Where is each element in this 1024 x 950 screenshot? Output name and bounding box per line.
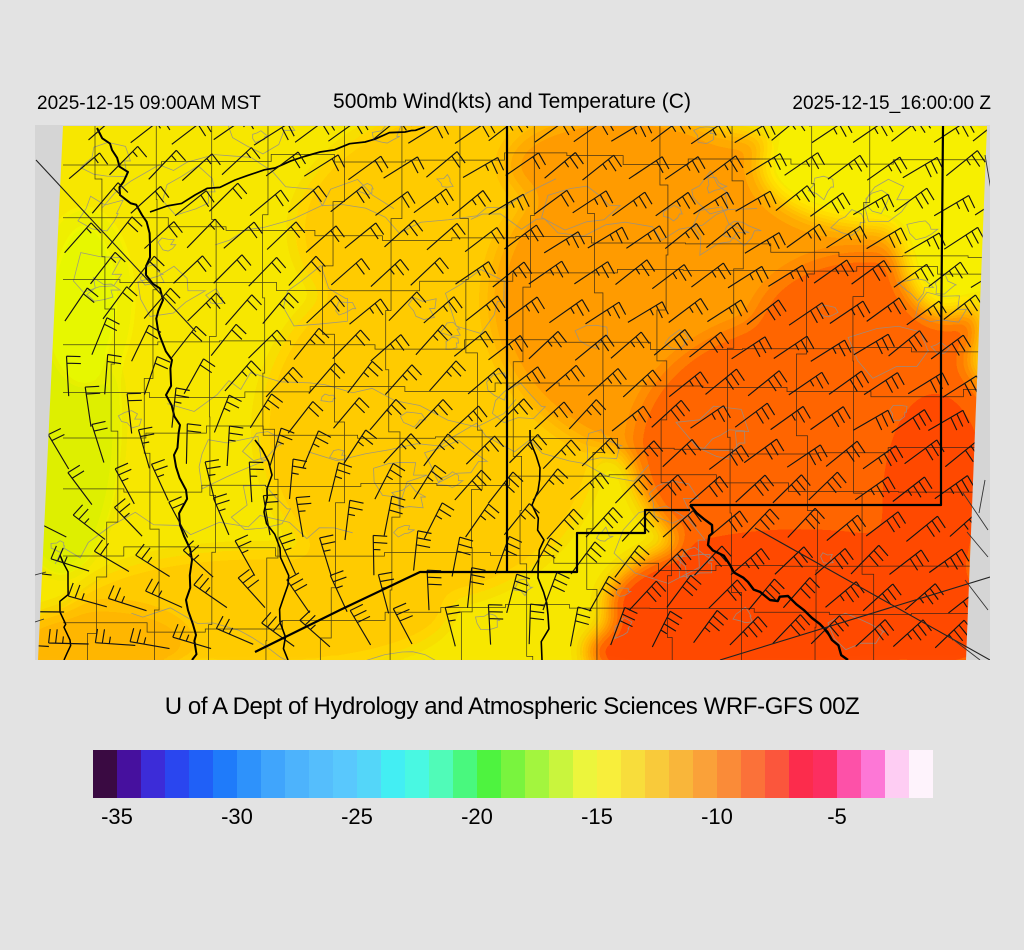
colorbar-segment xyxy=(669,750,693,798)
margin-boundary-line xyxy=(35,618,45,623)
colorbar-tick-label: -10 xyxy=(701,804,733,829)
colorbar-segment xyxy=(909,750,933,798)
margin-boundary-line xyxy=(984,154,990,187)
colorbar-segment xyxy=(477,750,501,798)
mexico-border xyxy=(254,508,690,653)
colorbar-segment xyxy=(717,750,741,798)
colorbar-segment xyxy=(741,750,765,798)
colorbar-segment xyxy=(93,750,117,798)
colorbar-tick-label: -5 xyxy=(827,804,847,829)
colorbar-segment xyxy=(357,750,381,798)
colorbar-segment xyxy=(141,750,165,798)
colorbar-segment xyxy=(789,750,813,798)
colorbar-segment xyxy=(573,750,597,798)
colorbar-segment xyxy=(165,750,189,798)
colorbar-segment xyxy=(453,750,477,798)
colorbar-segment xyxy=(621,750,645,798)
colorbar-segment xyxy=(525,750,549,798)
graticule-line xyxy=(719,576,990,660)
colorbar-segment xyxy=(285,750,309,798)
margin-boundary-line xyxy=(966,531,989,558)
colorbar-segment xyxy=(501,750,525,798)
margin-boundary-line xyxy=(949,636,981,660)
colorbar-segment xyxy=(597,750,621,798)
credit-line: U of A Dept of Hydrology and Atmospheric… xyxy=(164,693,860,720)
colorbar-segment xyxy=(765,750,789,798)
colorbar-segment xyxy=(885,750,909,798)
colorbar-segment xyxy=(405,750,429,798)
colorbar-segment xyxy=(237,750,261,798)
colorbar-segment xyxy=(549,750,573,798)
little-colorado-river xyxy=(149,126,426,213)
colorbar-tick-label: -20 xyxy=(461,804,493,829)
colorbar-tick-label: -35 xyxy=(101,804,133,829)
colorbar-segment xyxy=(117,750,141,798)
colorbar-segment xyxy=(213,750,237,798)
colorbar-tick-label: -30 xyxy=(221,804,253,829)
margin-boundary-line xyxy=(35,571,47,576)
colorbar-segment xyxy=(429,750,453,798)
colorbar-segment xyxy=(813,750,837,798)
weather-map xyxy=(35,125,990,660)
colorbar-segment xyxy=(861,750,885,798)
page-title: 500mb Wind(kts) and Temperature (C) xyxy=(333,90,691,113)
colorbar-segment xyxy=(645,750,669,798)
gila-river xyxy=(254,439,290,660)
colorbar-segment xyxy=(693,750,717,798)
wind-barbs xyxy=(38,126,987,650)
colorbar-tick-label: -15 xyxy=(581,804,613,829)
nm-tx-border xyxy=(690,126,945,507)
colorbar-segment xyxy=(261,750,285,798)
graticule-line xyxy=(35,159,197,333)
valid-time-local: 2025-12-15 09:00AM MST xyxy=(37,93,261,114)
margin-boundary-line xyxy=(964,579,989,611)
colorbar-segment xyxy=(189,750,213,798)
colorbar-tick-label: -25 xyxy=(341,804,373,829)
margin-boundary-line xyxy=(962,492,989,531)
colorbar-segment xyxy=(333,750,357,798)
san-pedro-river xyxy=(529,429,550,660)
margin-boundary-line xyxy=(978,479,986,514)
colorbar-segment xyxy=(837,750,861,798)
color-scale xyxy=(93,750,933,798)
colorbar-segment xyxy=(381,750,405,798)
colorbar-segment xyxy=(309,750,333,798)
valid-time-utc: 2025-12-15_16:00:00 Z xyxy=(792,93,991,114)
